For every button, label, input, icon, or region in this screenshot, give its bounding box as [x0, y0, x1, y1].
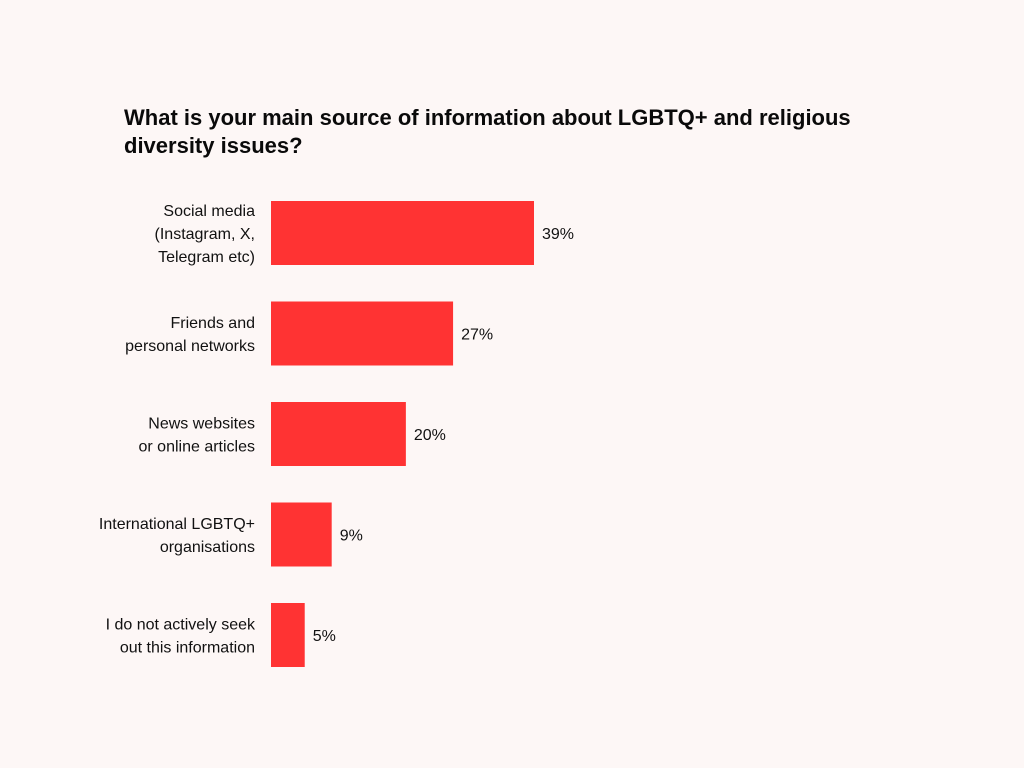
category-label: I do not actively seek [106, 617, 256, 634]
category-label: or online articles [139, 439, 256, 456]
value-label: 39% [542, 226, 574, 243]
category-label: personal networks [125, 338, 255, 355]
value-label: 9% [340, 528, 363, 545]
category-label: International LGBTQ+ [99, 516, 255, 533]
value-label: 5% [313, 628, 336, 645]
category-label: Social media [163, 203, 255, 220]
category-label: (Instagram, X, [155, 226, 255, 243]
chart-title: What is your main source of information … [124, 105, 851, 158]
category-label: News websites [148, 416, 255, 433]
bar-2 [271, 402, 406, 466]
bar-1 [271, 301, 454, 366]
bar-3 [271, 502, 332, 567]
bar-0 [271, 201, 534, 265]
category-label: Telegram etc) [158, 249, 255, 266]
category-label: out this information [120, 640, 255, 657]
category-label: Friends and [171, 315, 256, 332]
value-label: 20% [414, 427, 446, 444]
category-label: organisations [160, 539, 255, 556]
bar-4 [271, 603, 305, 667]
value-label: 27% [461, 327, 493, 344]
